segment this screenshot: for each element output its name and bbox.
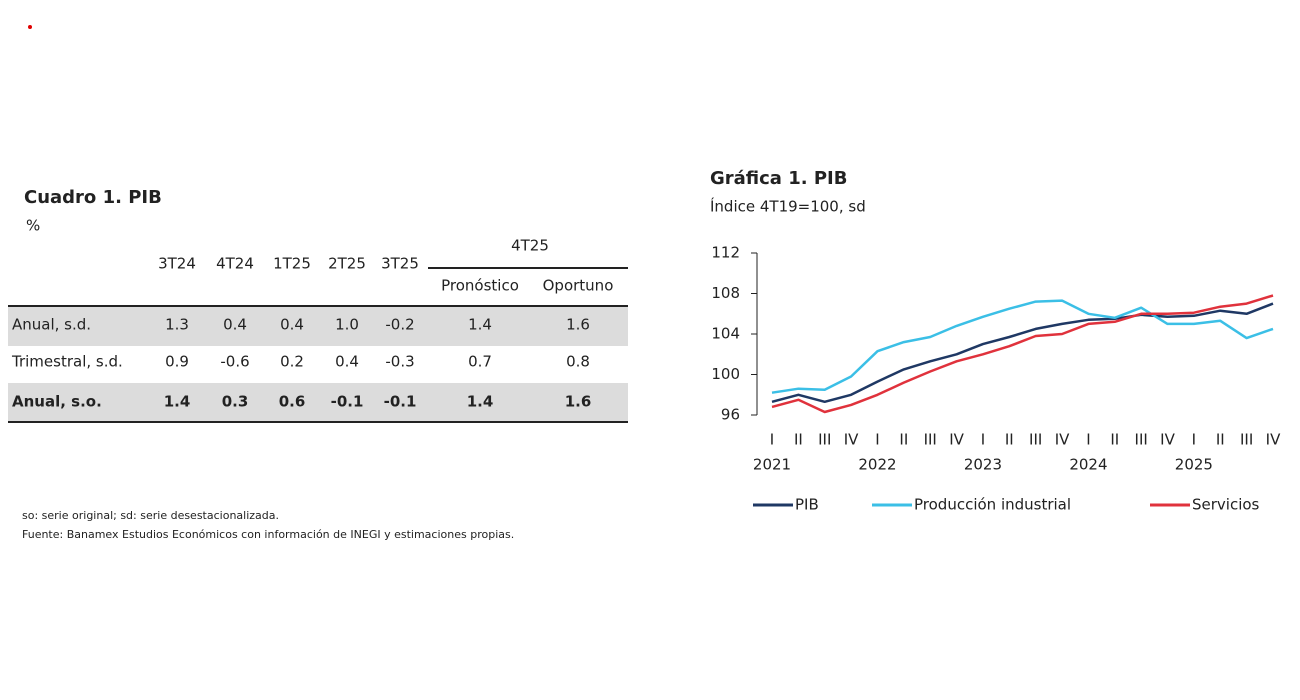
cell: 0.8 <box>566 353 590 371</box>
year-label: 2022 <box>858 456 896 474</box>
x-tick-label: I <box>770 431 774 449</box>
cell: 1.4 <box>164 393 191 411</box>
y-tick-label: 108 <box>711 284 740 302</box>
cell: 0.6 <box>279 393 306 411</box>
column-header: Pronóstico <box>441 277 519 295</box>
cell: 1.6 <box>565 393 592 411</box>
x-tick-label: I <box>981 431 985 449</box>
cell: 1.0 <box>335 316 359 334</box>
cell: 0.7 <box>468 353 492 371</box>
column-header: 2T25 <box>328 255 366 273</box>
series-line <box>771 299 1274 394</box>
series-line <box>771 294 1274 414</box>
cell: 1.4 <box>467 393 494 411</box>
x-tick-label: IV <box>949 431 964 449</box>
x-tick-label: III <box>1029 431 1042 449</box>
y-tick-label: 104 <box>711 325 740 343</box>
cell: 0.4 <box>335 353 359 371</box>
dot <box>28 25 32 29</box>
cell: 1.4 <box>468 316 492 334</box>
x-tick-label: IV <box>1266 431 1281 449</box>
x-tick-label: I <box>1192 431 1196 449</box>
year-label: 2021 <box>753 456 791 474</box>
x-tick-label: III <box>1240 431 1253 449</box>
y-tick-label: 100 <box>711 365 740 383</box>
cell: 0.9 <box>165 353 189 371</box>
row-shade <box>8 307 628 346</box>
cell: 0.2 <box>280 353 304 371</box>
cell: -0.1 <box>384 393 417 411</box>
cell: -0.6 <box>220 353 249 371</box>
series-line <box>771 302 1274 404</box>
note: Fuente: Banamex Estudios Económicos con … <box>22 528 514 541</box>
cell: 0.3 <box>222 393 249 411</box>
x-tick-label: I <box>1086 431 1090 449</box>
x-tick-label: II <box>1110 431 1119 449</box>
x-tick-label: III <box>924 431 937 449</box>
column-group: 4T25 <box>511 237 549 255</box>
column-header: 3T25 <box>381 255 419 273</box>
column-header: Oportuno <box>543 277 614 295</box>
cell: 1.3 <box>165 316 189 334</box>
x-tick-label: I <box>875 431 879 449</box>
x-tick-label: II <box>899 431 908 449</box>
note: so: serie original; sd: serie desestacio… <box>22 509 279 522</box>
chart-title: Gráfica 1. PIB <box>710 168 847 189</box>
x-tick-label: II <box>1216 431 1225 449</box>
column-header: 4T24 <box>216 255 254 273</box>
table-title: Cuadro 1. PIB <box>24 187 162 208</box>
column-header: 3T24 <box>158 255 196 273</box>
y-tick-label: 112 <box>711 244 740 262</box>
row-label: Anual, s.o. <box>12 393 102 411</box>
table-unit: % <box>26 217 40 235</box>
x-tick-label: II <box>1005 431 1014 449</box>
legend-label: Servicios <box>1192 496 1260 514</box>
year-label: 2023 <box>964 456 1002 474</box>
cell: 0.4 <box>280 316 304 334</box>
cell: -0.3 <box>385 353 414 371</box>
legend-label: PIB <box>795 496 819 514</box>
cell: -0.1 <box>331 393 364 411</box>
year-label: 2025 <box>1175 456 1213 474</box>
x-tick-label: III <box>1135 431 1148 449</box>
x-tick-label: IV <box>844 431 859 449</box>
x-tick-label: II <box>794 431 803 449</box>
x-tick-label: IV <box>1055 431 1070 449</box>
cell: -0.2 <box>385 316 414 334</box>
row-label: Anual, s.d. <box>12 316 91 334</box>
legend-label: Producción industrial <box>914 496 1071 514</box>
x-tick-label: III <box>818 431 831 449</box>
y-tick-label: 96 <box>721 406 740 424</box>
cell: 1.6 <box>566 316 590 334</box>
cell: 0.4 <box>223 316 247 334</box>
year-label: 2024 <box>1069 456 1107 474</box>
row-shade <box>8 383 628 422</box>
column-header: 1T25 <box>273 255 311 273</box>
row-label: Trimestral, s.d. <box>11 353 123 371</box>
x-tick-label: IV <box>1160 431 1175 449</box>
chart-subtitle: Índice 4T19=100, sd <box>710 197 866 216</box>
